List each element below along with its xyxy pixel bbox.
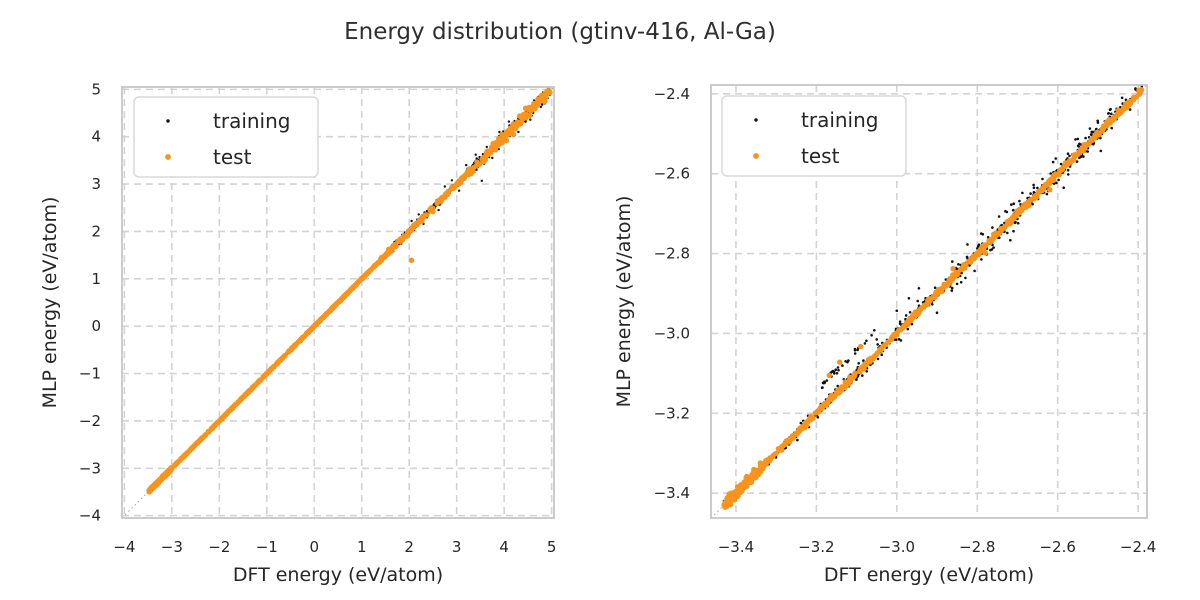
plot-area-border bbox=[121, 86, 555, 519]
x-tick-label: −1 bbox=[256, 538, 278, 556]
y-tick-label: −2.4 bbox=[654, 85, 690, 103]
x-tick-label: −2.8 bbox=[959, 538, 995, 556]
y-tick-label: 2 bbox=[91, 222, 101, 240]
y-tick-label: −2.8 bbox=[654, 245, 690, 263]
figure-title: Energy distribution (gtinv-416, Al-Ga) bbox=[344, 19, 776, 45]
x-tick-label: −3.4 bbox=[718, 538, 754, 556]
x-tick-label: 3 bbox=[452, 538, 462, 556]
y-tick-label: 0 bbox=[91, 317, 101, 335]
x-tick-labels: −3.4 −3.2 −3.0 −2.8 −2.6 −2.4 bbox=[718, 538, 1157, 556]
legend: training test bbox=[721, 95, 907, 177]
y-tick-label: 4 bbox=[91, 128, 101, 146]
scatter-test bbox=[146, 88, 553, 495]
legend-label-training: training bbox=[213, 109, 290, 133]
y-tick-label: −2.6 bbox=[654, 165, 690, 183]
legend-marker-training bbox=[166, 119, 170, 123]
legend-marker-test bbox=[165, 154, 171, 160]
y-tick-label: 1 bbox=[91, 270, 101, 288]
y-tick-label: 3 bbox=[91, 175, 101, 193]
x-tick-label: −2 bbox=[208, 538, 230, 556]
legend-label-training: training bbox=[801, 108, 878, 132]
scatter-test bbox=[721, 87, 1145, 510]
grid bbox=[711, 85, 1147, 518]
y-tick-label: −3 bbox=[79, 459, 101, 477]
legend-label-test: test bbox=[213, 145, 252, 169]
x-tick-label: −3.2 bbox=[798, 538, 834, 556]
legend-marker-test bbox=[753, 153, 759, 159]
right-plot: −3.4 −3.2 −3.0 −2.8 −2.6 −2.4 −2.4 −2.6 −2.8 −3.0… bbox=[613, 84, 1157, 586]
y-tick-labels: −4 −3 −2 −1 0 1 2 3 4 5 bbox=[79, 80, 101, 524]
x-tick-label: 1 bbox=[357, 538, 367, 556]
x-tick-label: 5 bbox=[547, 538, 557, 556]
legend-box bbox=[721, 95, 907, 177]
x-tick-label: −2.4 bbox=[1120, 538, 1156, 556]
y-tick-label: −4 bbox=[79, 507, 101, 525]
x-tick-label: −3 bbox=[161, 538, 183, 556]
x-tick-label: −3.0 bbox=[879, 538, 915, 556]
left-plot: −4 −3 −2 −1 0 1 2 3 4 5 −4 −3 −2 −1 0 1 2 3 4 5 DFT energy (… bbox=[39, 80, 556, 586]
x-axis-label: DFT energy (eV/atom) bbox=[824, 564, 1034, 586]
x-tick-label: −2.6 bbox=[1039, 538, 1075, 556]
y-tick-label: −3.4 bbox=[654, 484, 690, 502]
x-tick-label: 0 bbox=[309, 538, 319, 556]
x-tick-label: −4 bbox=[113, 538, 135, 556]
plot-area-border bbox=[710, 84, 1148, 519]
x-tick-label: 4 bbox=[499, 538, 509, 556]
y-tick-label: −2 bbox=[79, 412, 101, 430]
legend-marker-training bbox=[754, 118, 758, 122]
x-axis-label: DFT energy (eV/atom) bbox=[233, 564, 443, 586]
x-tick-labels: −4 −3 −2 −1 0 1 2 3 4 5 bbox=[113, 538, 556, 556]
y-tick-label: −3.0 bbox=[654, 324, 690, 342]
x-tick-label: 2 bbox=[404, 538, 414, 556]
y-tick-label: 5 bbox=[91, 80, 101, 98]
legend: training test bbox=[133, 96, 319, 178]
y-tick-labels: −2.4 −2.6 −2.8 −3.0 −3.2 −3.4 bbox=[654, 85, 690, 502]
legend-box bbox=[133, 96, 319, 178]
y-axis-label: MLP energy (eV/atom) bbox=[39, 197, 61, 409]
legend-label-test: test bbox=[801, 144, 840, 168]
y-tick-label: −3.2 bbox=[654, 404, 690, 422]
y-tick-label: −1 bbox=[79, 365, 101, 383]
y-axis-label: MLP energy (eV/atom) bbox=[613, 196, 635, 408]
